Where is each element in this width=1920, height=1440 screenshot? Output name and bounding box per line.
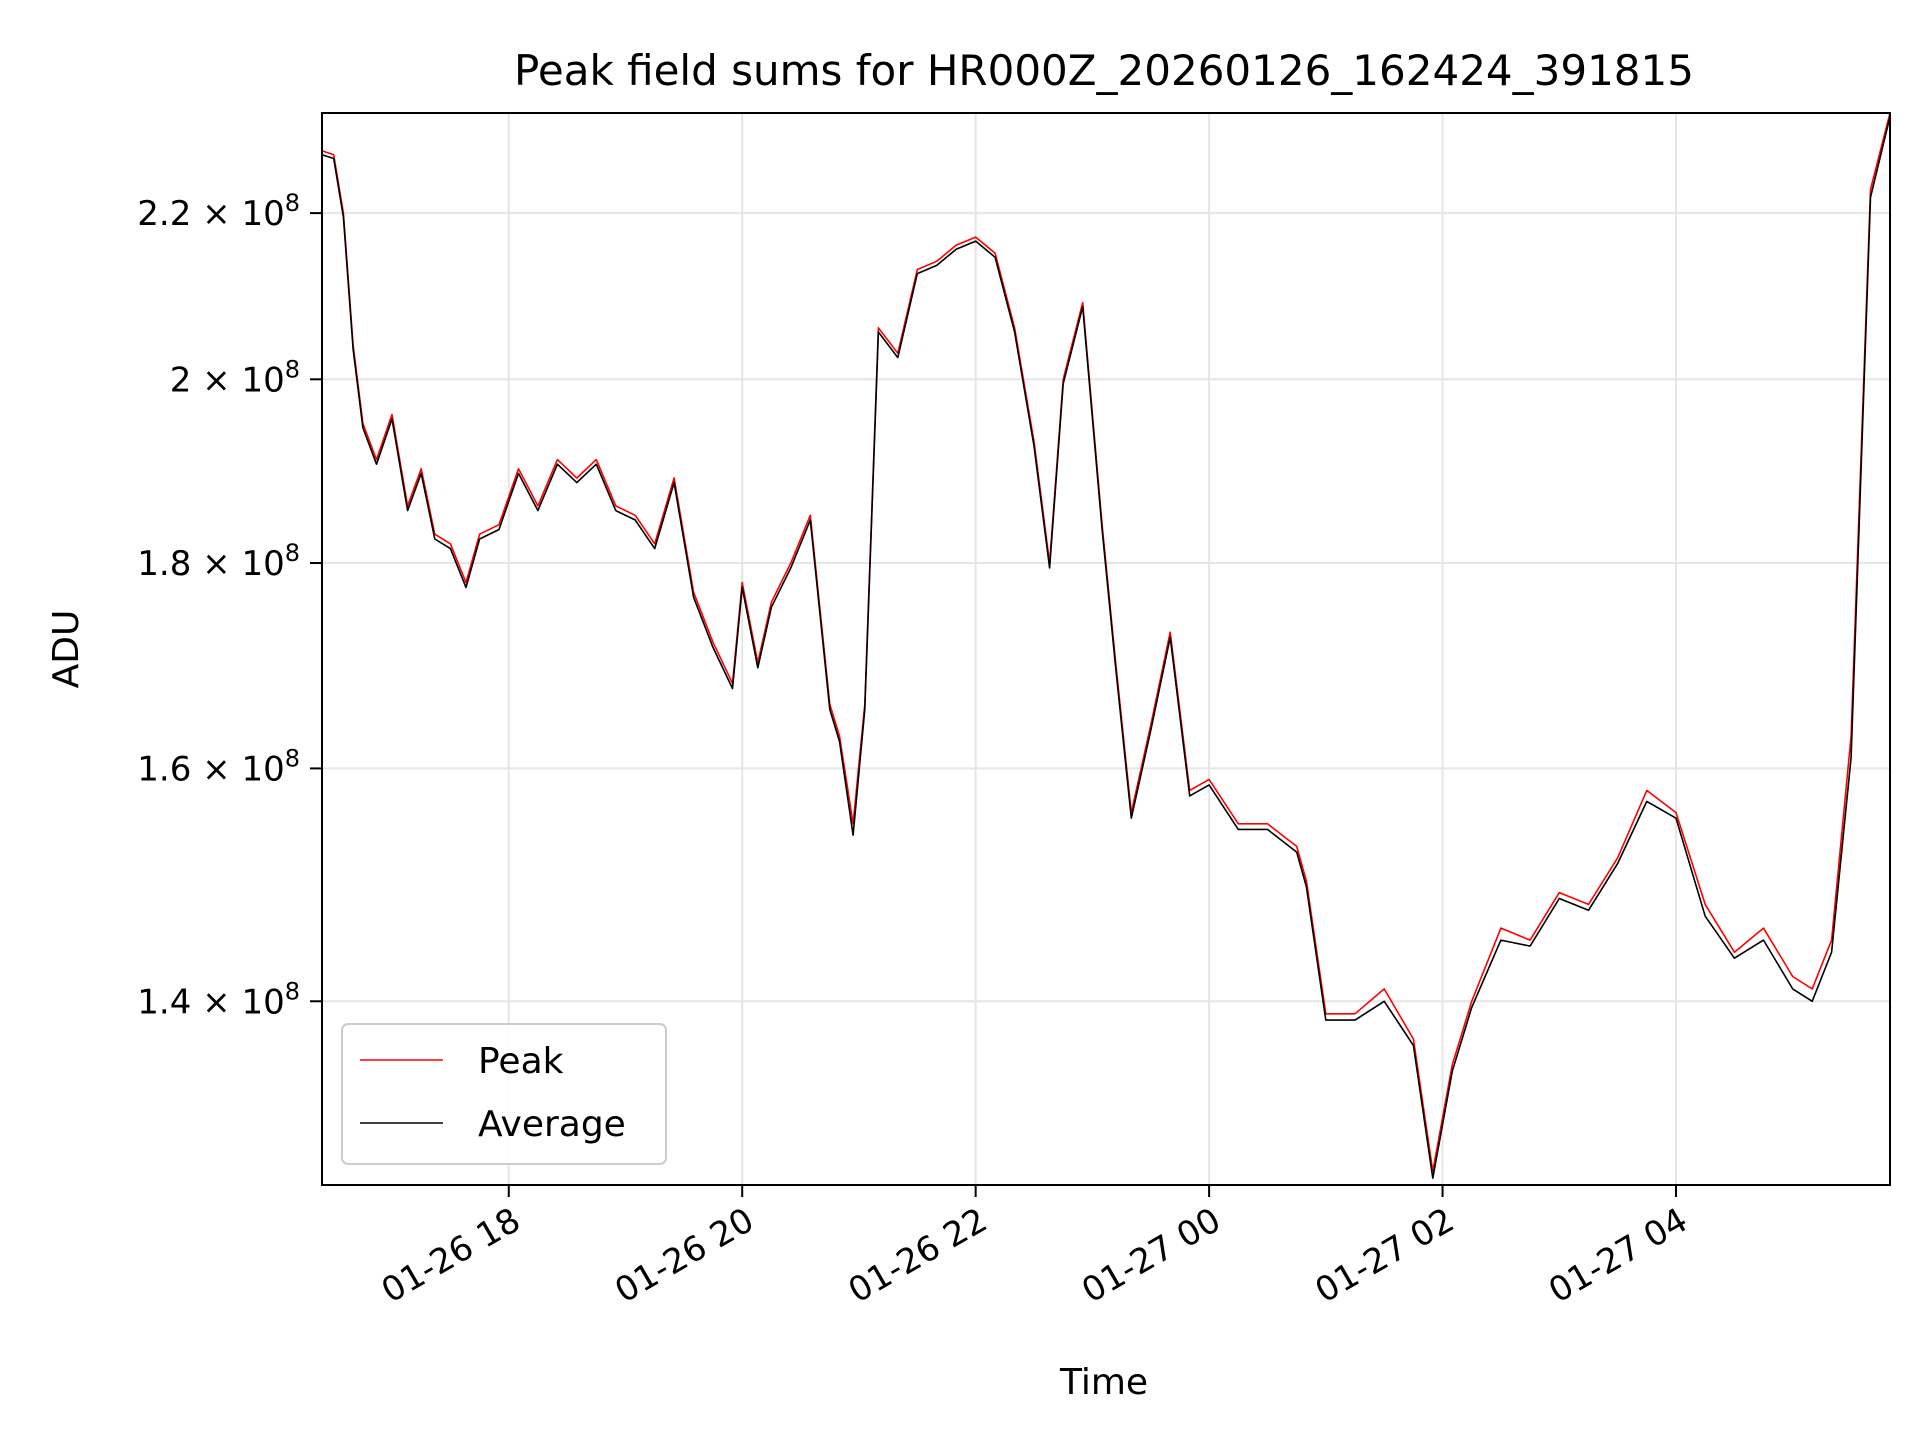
y-tick-label: 2 × 108 xyxy=(170,355,300,400)
grid xyxy=(322,113,1890,1185)
plot-frame xyxy=(321,112,1891,1186)
y-tick-label: 1.8 × 108 xyxy=(137,539,300,584)
y-tick-label: 2.2 × 108 xyxy=(137,189,300,234)
legend-label-peak: Peak xyxy=(478,1041,564,1082)
y-axis: 1.4 × 108 1.6 × 108 1.8 × 108 2 × 108 2.2 × … xyxy=(137,189,322,1022)
series-line-average xyxy=(321,116,1891,1179)
series-line-peak xyxy=(321,112,1891,1172)
y-tick-label: 1.4 × 108 xyxy=(137,977,300,1022)
legend-label-average: Average xyxy=(478,1104,626,1145)
x-tick-label: 01-27 02 xyxy=(1309,1200,1461,1311)
y-tick-label: 1.6 × 108 xyxy=(137,744,300,789)
x-axis-label: Time xyxy=(1059,1362,1148,1403)
legend: Peak Average xyxy=(341,1023,667,1165)
series-layer xyxy=(321,112,1891,1179)
x-tick-label: 01-26 22 xyxy=(842,1200,994,1311)
x-tick-label: 01-26 20 xyxy=(608,1200,760,1311)
x-tick-label: 01-26 18 xyxy=(375,1200,527,1311)
x-axis: 01-26 18 01-26 20 01-26 22 01-27 00 01-27 02… xyxy=(375,1185,1695,1311)
legend-box xyxy=(341,1023,667,1165)
x-tick-label: 01-27 00 xyxy=(1075,1200,1227,1311)
plot-area xyxy=(322,113,1890,1185)
chart-title: Peak field sums for HR000Z_20260126_1624… xyxy=(514,46,1694,95)
x-tick-label: 01-27 04 xyxy=(1542,1200,1694,1311)
y-axis-label: ADU xyxy=(46,610,87,689)
